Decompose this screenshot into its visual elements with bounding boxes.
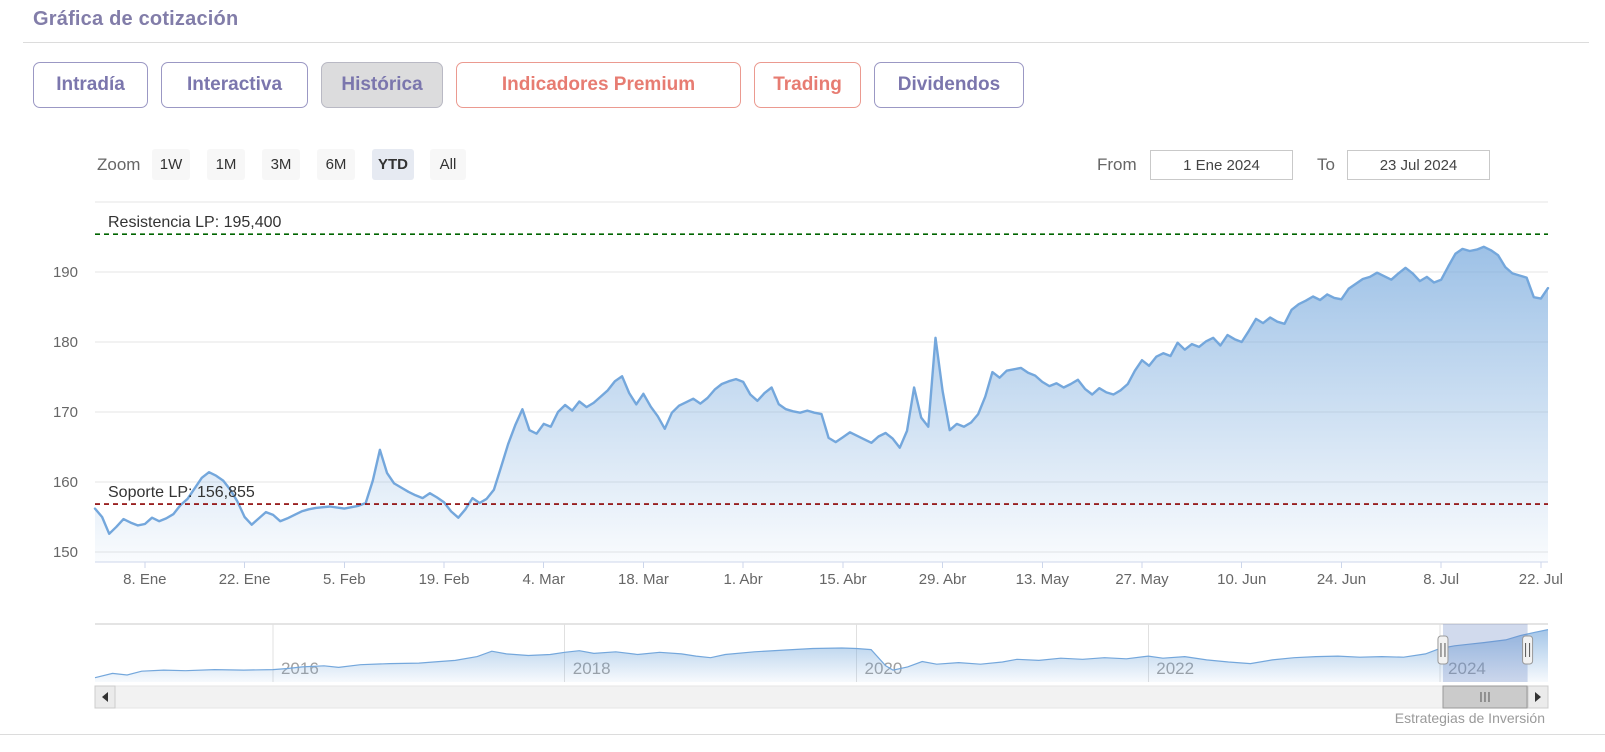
navigator[interactable]: 20162018202020222024 <box>94 623 1549 682</box>
resistance-label: Resistencia LP: 195,400 <box>108 214 282 231</box>
navigator-handle-right[interactable] <box>1522 635 1534 665</box>
bottom-divider <box>0 734 1605 735</box>
navigator-line-series <box>94 629 1549 679</box>
tab-interactiva[interactable]: Interactiva <box>161 62 308 108</box>
tab-dividendos[interactable]: Dividendos <box>874 62 1024 108</box>
tab-indicadores-premium[interactable]: Indicadores Premium <box>456 62 741 108</box>
y-axis-label: 150 <box>53 544 78 561</box>
x-axis-label: 1. Abr <box>724 571 763 588</box>
support-label: Soporte LP: 156,855 <box>108 484 255 501</box>
date-from-input[interactable] <box>1150 150 1293 180</box>
title-divider <box>23 42 1589 43</box>
x-axis-label: 22. Ene <box>219 571 271 588</box>
y-axis-label: 170 <box>53 404 78 421</box>
x-axis-label: 8. Jul <box>1423 571 1459 588</box>
tab-historica[interactable]: Histórica <box>321 62 443 108</box>
chart-credit: Estrategias de Inversión <box>1394 710 1545 726</box>
range-button-all[interactable]: All <box>430 149 466 180</box>
price-line-series <box>93 245 1550 535</box>
x-axis-label: 13. May <box>1016 571 1070 588</box>
x-axis-label: 22. Jul <box>1519 571 1563 588</box>
range-button-1m[interactable]: 1M <box>207 149 245 180</box>
scrollbar[interactable] <box>94 685 1549 709</box>
range-button-3m[interactable]: 3M <box>262 149 300 180</box>
price-area-series <box>95 246 1548 563</box>
range-button-ytd[interactable]: YTD <box>372 149 414 180</box>
tab-intradia[interactable]: Intradía <box>33 62 148 108</box>
x-axis-label: 27. May <box>1115 571 1169 588</box>
x-axis-label: 8. Ene <box>123 571 166 588</box>
navigator-area-series <box>95 629 1548 682</box>
x-axis-label: 10. Jun <box>1217 571 1266 588</box>
x-axis-label: 24. Jun <box>1317 571 1366 588</box>
y-axis-label: 180 <box>53 334 78 351</box>
x-axis-label: 5. Feb <box>323 571 366 588</box>
navigator-handle-left-grip[interactable] <box>1437 635 1449 665</box>
zoom-label: Zoom <box>97 155 141 174</box>
navigator-handle-left[interactable] <box>1437 635 1449 665</box>
x-axis-label: 18. Mar <box>618 571 669 588</box>
scrollbar-track[interactable] <box>94 685 1549 709</box>
y-axis-label: 160 <box>53 474 78 491</box>
to-label: To <box>1317 155 1335 174</box>
scrollbar-left-arrow-icon <box>102 692 108 702</box>
navigator-handle-right-grip[interactable] <box>1522 635 1534 665</box>
x-axis-label: 19. Feb <box>419 571 470 588</box>
y-axis-label: 190 <box>53 264 78 281</box>
from-label: From <box>1097 155 1137 174</box>
scrollbar-right-arrow-icon <box>1535 692 1541 702</box>
navigator-selected-range[interactable] <box>1442 624 1528 682</box>
x-axis-label: 15. Abr <box>819 571 867 588</box>
range-button-6m[interactable]: 6M <box>317 149 355 180</box>
range-button-1w[interactable]: 1W <box>152 149 190 180</box>
page-title: Gráfica de cotización <box>33 8 239 30</box>
tab-trading[interactable]: Trading <box>754 62 861 108</box>
x-axis-label: 29. Abr <box>919 571 967 588</box>
plot-area[interactable] <box>95 202 1548 562</box>
date-to-input[interactable] <box>1347 150 1490 180</box>
x-axis-label: 4. Mar <box>522 571 565 588</box>
